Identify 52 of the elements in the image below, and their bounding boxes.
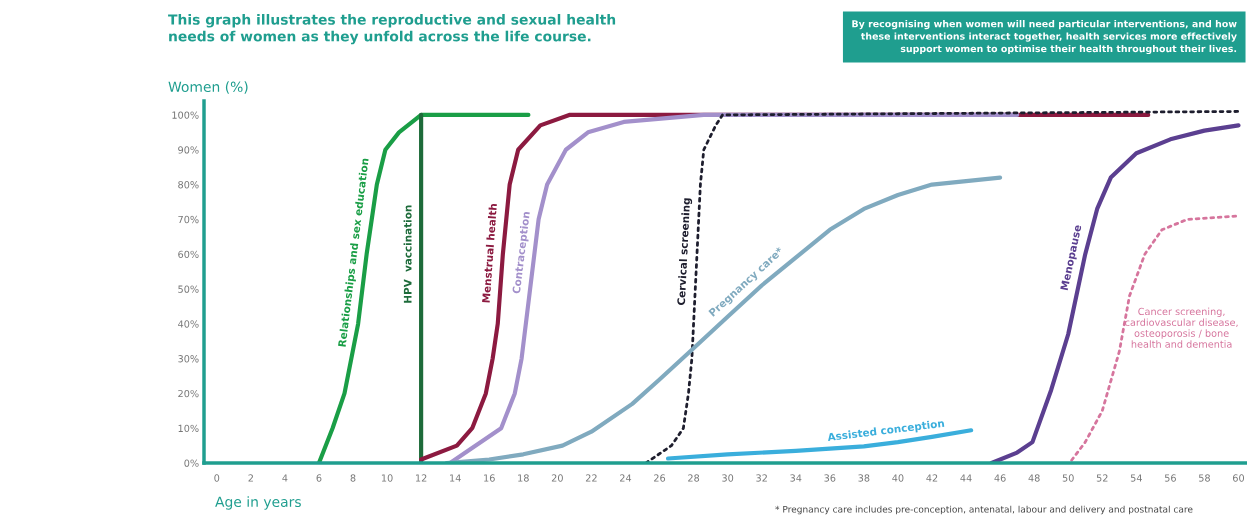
y-tick-label: 20% (178, 389, 199, 398)
x-tick-label: 60 (1232, 474, 1245, 482)
x-tick-label: 18 (518, 474, 529, 482)
x-tick-label: 32 (756, 474, 767, 482)
x-axis-title: Age in years (215, 496, 301, 510)
x-tick-label: 0 (214, 474, 220, 482)
x-tick-label: 40 (892, 474, 904, 482)
x-tick-label: 38 (858, 474, 870, 482)
x-tick-label: 48 (1028, 474, 1040, 482)
x-tick-label: 28 (688, 474, 700, 482)
y-tick-label: 60% (178, 250, 199, 259)
x-tick-label: 54 (1130, 474, 1142, 482)
x-tick-label: 24 (619, 474, 632, 482)
x-tick-label: 42 (926, 474, 938, 482)
y-tick-label: 50% (178, 285, 199, 293)
text: HPV vaccination (403, 205, 412, 303)
chart-title: This graph illustrates the reproductive and sexual health needs of women as they unfold across the life course. (168, 14, 616, 45)
text: By recognising when women will need particular interventions, and how these interventions interact together, health services more effectively support women to optimise their health throughout their lives. (852, 20, 1237, 55)
x-tick-label: 8 (350, 474, 356, 482)
text: Assisted conception (827, 418, 945, 444)
y-tick-label: 80% (178, 181, 199, 189)
x-tick-label: 20 (551, 474, 563, 482)
y-tick-label: 90% (178, 146, 199, 154)
x-tick-label: 30 (722, 474, 734, 482)
x-tick-label: 14 (450, 474, 461, 482)
y-tick-label: 10% (178, 424, 199, 433)
x-tick-label: 2 (248, 474, 253, 482)
x-tick-label: 16 (484, 474, 495, 482)
x-tick-label: 46 (994, 474, 1006, 482)
text: Cervical screening (676, 198, 693, 306)
x-tick-label: 58 (1198, 474, 1210, 482)
y-tick-label: 40% (178, 320, 199, 328)
y-tick-label: 70% (178, 215, 199, 224)
series-label: Cancer screening, cardiovascular disease, osteoporosis / bone health and dementia (1125, 307, 1238, 348)
y-tick-label: 100% (172, 111, 199, 119)
x-tick-label: 12 (416, 474, 427, 482)
x-tick-label: 52 (1096, 474, 1108, 482)
y-tick-label: 0% (184, 459, 199, 467)
text: * Pregnancy care includes pre-conception, antenatal, labour and delivery and postnatal care (775, 505, 1193, 515)
x-tick-label: 22 (585, 474, 597, 482)
y-axis-title: Women (%) (168, 81, 248, 94)
x-tick-label: 26 (654, 474, 666, 482)
x-tick-label: 56 (1164, 474, 1176, 482)
x-tick-label: 44 (960, 474, 972, 482)
x-tick-label: 50 (1062, 474, 1074, 482)
text: Menstrual health (481, 203, 498, 303)
y-tick-label: 30% (178, 355, 199, 363)
x-tick-label: 34 (790, 474, 802, 482)
x-tick-label: 6 (316, 474, 322, 482)
x-tick-label: 36 (824, 474, 836, 482)
x-tick-label: 10 (381, 474, 393, 482)
x-tick-label: 4 (282, 474, 288, 482)
